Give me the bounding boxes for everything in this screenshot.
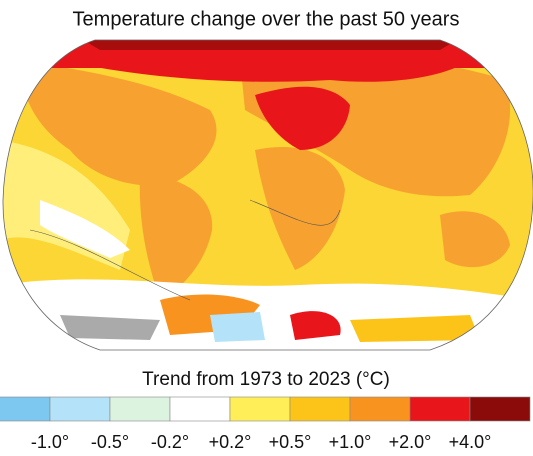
legend-swatch bbox=[109, 396, 171, 422]
legend-label: +0.2° bbox=[209, 432, 252, 452]
legend: -1.0° -0.5° -0.2° +0.2° +0.5° +1.0° +2.0° +4.0° bbox=[0, 396, 531, 452]
legend-label: -0.5° bbox=[91, 432, 129, 452]
legend-swatch bbox=[229, 396, 291, 422]
legend-title: Trend from 1973 to 2023 (°C) bbox=[142, 369, 390, 390]
legend-label: +4.0° bbox=[449, 432, 492, 452]
legend-swatch bbox=[289, 396, 351, 422]
map-outline bbox=[2, 39, 533, 351]
legend-label: -1.0° bbox=[31, 432, 69, 452]
legend-swatch bbox=[49, 396, 111, 422]
legend-label: +0.5° bbox=[269, 432, 312, 452]
map bbox=[2, 40, 533, 350]
legend-swatch bbox=[469, 396, 531, 422]
legend-swatch bbox=[409, 396, 471, 422]
title: Temperature change over the past 50 year… bbox=[73, 8, 460, 30]
legend-label: +1.0° bbox=[329, 432, 372, 452]
legend-label: +2.0° bbox=[389, 432, 432, 452]
legend-label: -0.2° bbox=[151, 432, 189, 452]
legend-swatch bbox=[0, 396, 51, 422]
legend-swatch bbox=[169, 396, 231, 422]
legend-swatch bbox=[349, 396, 411, 422]
